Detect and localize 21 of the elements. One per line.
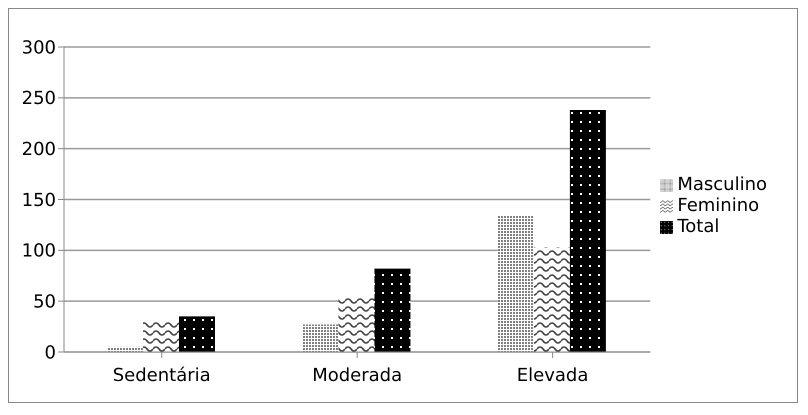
bar <box>374 268 410 352</box>
bar <box>142 322 179 352</box>
legend-label: Feminino <box>677 195 760 216</box>
y-tick-label: 50 <box>33 292 56 313</box>
x-tick-label: Elevada <box>516 364 588 386</box>
bar <box>498 216 534 352</box>
bar <box>178 316 215 352</box>
y-tick-label: 300 <box>22 37 56 58</box>
y-tick-label: 200 <box>22 139 56 160</box>
bar <box>570 110 606 352</box>
bar <box>338 297 374 352</box>
y-tick-label: 100 <box>22 240 56 262</box>
y-tick-label: 0 <box>44 342 56 364</box>
y-tick-label: 150 <box>22 190 56 211</box>
legend-label: Total <box>677 216 720 237</box>
x-tick-label: Sedentária <box>112 364 211 386</box>
legend-label: Masculino <box>677 174 767 195</box>
bar <box>302 324 338 352</box>
bar <box>534 247 570 352</box>
x-tick-label: Moderada <box>312 364 402 386</box>
y-tick-label: 250 <box>22 88 56 110</box>
